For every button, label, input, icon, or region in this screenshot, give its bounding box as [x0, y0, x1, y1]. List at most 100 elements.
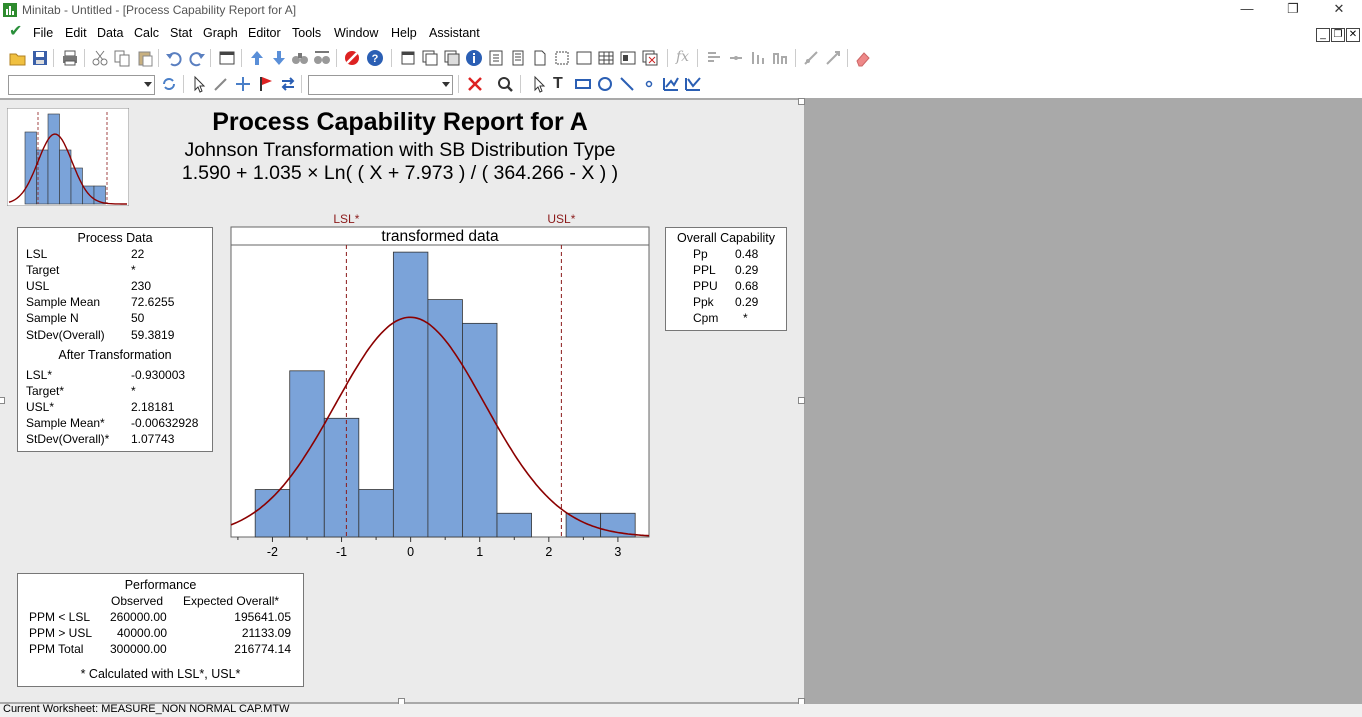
- thumbnail-bar: [59, 149, 72, 205]
- font-dropdown[interactable]: [308, 75, 453, 95]
- open-folder-icon[interactable]: [9, 49, 27, 67]
- swap-arrows-icon[interactable]: [279, 75, 297, 93]
- replace-icon[interactable]: [313, 49, 331, 67]
- histogram-bar: [358, 489, 394, 538]
- thumbnail-bar: [47, 113, 60, 205]
- resize-handle[interactable]: [0, 397, 5, 404]
- menu-stat[interactable]: Stat: [170, 26, 193, 40]
- eraser-icon[interactable]: [854, 49, 872, 67]
- value-pp: 0.48: [735, 247, 759, 261]
- delete-icon[interactable]: [466, 75, 484, 93]
- after-transformation-header: After Transformation: [58, 348, 172, 362]
- polyline-tool-icon[interactable]: [662, 75, 680, 93]
- paste-icon[interactable]: [136, 49, 154, 67]
- standard-toolbar: ? fx: [0, 45, 1362, 71]
- panel-icon[interactable]: [619, 49, 637, 67]
- resize-handle[interactable]: [798, 397, 805, 404]
- mdi-restore-button[interactable]: ❐: [1331, 28, 1345, 42]
- refresh-icon[interactable]: [160, 75, 178, 93]
- zoom-plot-icon[interactable]: [824, 49, 842, 67]
- checkmark-icon[interactable]: ✔: [9, 23, 23, 40]
- help-icon[interactable]: ?: [366, 49, 384, 67]
- mdi-minimize-button[interactable]: _: [1316, 28, 1330, 42]
- performance-header: Performance: [124, 578, 197, 592]
- x-tick-label: 0: [407, 545, 414, 559]
- table-icon[interactable]: [597, 49, 615, 67]
- menu-data[interactable]: Data: [97, 26, 124, 40]
- zoom-icon[interactable]: [496, 75, 514, 93]
- restore-button[interactable]: ❐: [1287, 1, 1299, 16]
- value-target-star: *: [131, 384, 136, 398]
- value-ppl: 0.29: [735, 263, 759, 277]
- info-icon[interactable]: [465, 49, 483, 67]
- observed-ppm-lsl: 260000.00: [110, 610, 167, 624]
- close-all-graphs-icon[interactable]: [641, 49, 659, 67]
- marker-tool-icon[interactable]: [640, 75, 658, 93]
- value-usl-star: 2.18181: [131, 400, 175, 414]
- value-ppk: 0.29: [735, 295, 759, 309]
- calculator-button[interactable]: fx: [676, 49, 690, 65]
- polygon-tool-icon[interactable]: [684, 75, 702, 93]
- window-icon[interactable]: [218, 49, 236, 67]
- histogram-bar: [392, 251, 429, 538]
- rectangle-tool-icon[interactable]: [574, 75, 592, 93]
- menu-graph[interactable]: Graph: [203, 26, 238, 40]
- value-target: *: [131, 263, 136, 277]
- usl-label: USL*: [547, 212, 575, 226]
- project-manager-icon[interactable]: [509, 49, 527, 67]
- menu-window[interactable]: Window: [334, 26, 379, 40]
- column-icon[interactable]: [771, 49, 789, 67]
- menu-assistant[interactable]: Assistant: [429, 26, 480, 40]
- arrow-up-icon[interactable]: [248, 49, 266, 67]
- menu-file[interactable]: File: [33, 26, 54, 40]
- label-sample-n: Sample N: [26, 311, 79, 325]
- brush-tool-icon[interactable]: [212, 75, 230, 93]
- menu-help[interactable]: Help: [391, 26, 417, 40]
- menu-tools[interactable]: Tools: [292, 26, 322, 40]
- graph-element-dropdown[interactable]: [8, 75, 155, 95]
- thumbnail-histogram: [7, 108, 129, 206]
- performance-footnote: * Calculated with LSL*, USL*: [80, 667, 241, 681]
- layout-icon[interactable]: [553, 49, 571, 67]
- graphs-folder-icon[interactable]: [443, 49, 461, 67]
- histogram-bar: [427, 299, 463, 538]
- brush-icon[interactable]: [705, 49, 723, 67]
- ellipse-tool-icon[interactable]: [596, 75, 614, 93]
- menu-calc[interactable]: Calc: [134, 26, 160, 40]
- new-report-icon[interactable]: [531, 49, 549, 67]
- select-tool-icon[interactable]: [530, 75, 548, 93]
- minimize-button[interactable]: —: [1240, 1, 1254, 16]
- svg-text:?: ?: [372, 53, 379, 65]
- undo-icon[interactable]: [165, 49, 183, 67]
- worksheet-icon[interactable]: [575, 49, 593, 67]
- status-bar: Current Worksheet: MEASURE_NON NORMAL CA…: [0, 704, 1362, 717]
- flag-icon[interactable]: [257, 75, 275, 93]
- set-id-icon[interactable]: [727, 49, 745, 67]
- pointer-pan-icon[interactable]: [802, 49, 820, 67]
- crosshair-icon[interactable]: [234, 75, 252, 93]
- arrow-down-icon[interactable]: [270, 49, 288, 67]
- resize-handle[interactable]: [798, 98, 805, 105]
- cut-icon[interactable]: [91, 49, 109, 67]
- cancel-icon[interactable]: [343, 49, 361, 67]
- select-arrow-icon[interactable]: [190, 75, 208, 93]
- save-icon[interactable]: [31, 49, 49, 67]
- session-window-icon[interactable]: [399, 49, 417, 67]
- find-icon[interactable]: [291, 49, 309, 67]
- menu-edit[interactable]: Edit: [65, 26, 87, 40]
- text-tool-button[interactable]: T: [553, 75, 563, 92]
- menu-editor[interactable]: Editor: [248, 26, 281, 40]
- worksheets-icon[interactable]: [421, 49, 439, 67]
- x-tick-label: 3: [614, 545, 621, 559]
- label-stdev-overall-star: StDev(Overall)*: [26, 432, 110, 446]
- row-icon[interactable]: [749, 49, 767, 67]
- close-button[interactable]: ✕: [1333, 1, 1345, 16]
- copy-icon[interactable]: [113, 49, 131, 67]
- print-icon[interactable]: [61, 49, 79, 67]
- value-cpm: *: [743, 311, 748, 325]
- line-tool-icon[interactable]: [618, 75, 636, 93]
- label-lsl: LSL: [26, 247, 48, 261]
- redo-icon[interactable]: [188, 49, 206, 67]
- history-icon[interactable]: [487, 49, 505, 67]
- mdi-close-button[interactable]: ✕: [1346, 28, 1360, 42]
